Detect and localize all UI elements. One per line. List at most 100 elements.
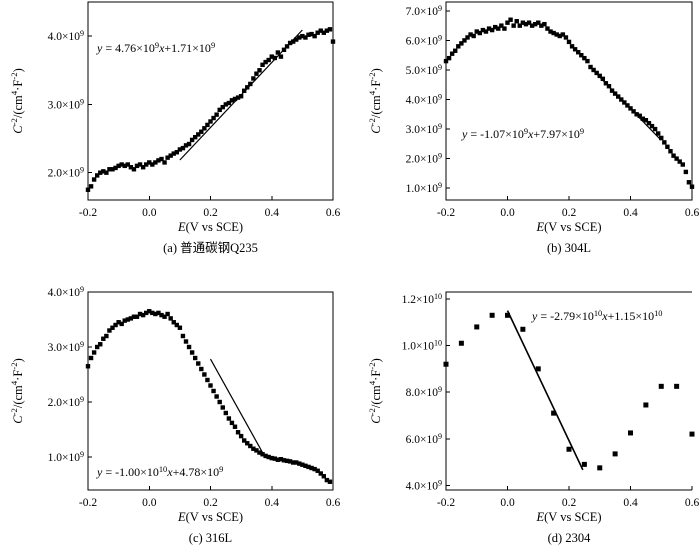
data-point [557,33,562,39]
data-point [156,158,161,163]
data-point [612,451,618,457]
y-tick-label: 3.0×109 [48,340,84,355]
data-point [536,20,541,25]
data-point [312,33,317,39]
data-point [327,479,333,484]
data-point [505,312,510,318]
data-point [658,383,664,389]
data-point [300,33,305,39]
data-point [134,314,140,319]
data-point [257,450,262,455]
data-point [318,28,323,33]
data-point [192,134,198,140]
data-point [101,336,106,341]
data-point [116,320,121,325]
fit-line [590,67,662,141]
data-point [514,19,519,24]
data-point [199,129,204,134]
data-point [196,361,201,366]
data-point [588,64,593,70]
data-point [174,322,180,328]
data-point [689,184,695,189]
data-point [223,410,229,416]
data-point [689,431,695,437]
data-point [303,463,308,468]
data-point [196,132,201,137]
data-point [186,141,192,147]
x-tick-label: 0.0 [142,497,157,509]
data-point [287,459,293,464]
data-point [468,32,473,37]
data-point [260,62,265,68]
data-point [85,187,91,192]
data-point [652,126,658,132]
data-point [245,441,250,446]
data-point [226,100,232,106]
data-point [477,30,483,36]
data-point [119,162,124,167]
fit-line [179,29,303,161]
data-point [499,23,504,28]
data-point [153,160,158,165]
data-point [223,102,229,107]
y-tick-label: 3.0×109 [406,122,442,137]
x-axis-label: E(V vs SCE) [177,220,243,234]
data-point [189,350,195,355]
data-point [563,35,569,40]
data-point [489,27,495,33]
data-point [226,416,232,421]
x-tick-label: 0.6 [685,497,700,509]
data-point [327,27,333,32]
data-point [321,30,327,35]
data-point [269,455,274,461]
data-point [104,333,109,339]
y-tick-label: 2.0×109 [48,165,84,180]
data-point [147,309,152,314]
data-point [459,41,464,46]
data-point [110,325,115,330]
y-tick-label: 4.0×109 [406,478,442,493]
data-point [116,163,121,169]
x-tick-label: 0.6 [685,207,700,219]
panel-caption: (c) 316L [189,531,232,545]
panel-caption: (b) 304L [547,241,591,255]
x-tick-label: 0.6 [326,207,341,219]
data-point [579,52,584,58]
y-tick-label: 4.0×109 [48,285,84,300]
data-point [502,26,507,31]
panel-c: -0.2 0.0 0.2 0.4 0.6 1.0×109 2.0×109 3.0×109 4.0… [9,285,340,546]
data-point [566,39,572,45]
data-point [281,458,287,463]
data-point [192,355,198,361]
y-axis-label: C-2/(cm4·F-2) [9,68,25,134]
data-point [306,32,311,37]
data-point [143,162,149,167]
y-axis-label: C-2/(cm4·F-2) [367,68,383,134]
data-point [674,383,680,389]
y-tick-label: 5.0×109 [406,62,442,77]
data-point [686,180,692,185]
x-tick-label: 0.2 [203,207,218,219]
y-tick-label: 1.0×109 [48,450,84,465]
data-point [532,21,538,27]
data-point [177,147,183,152]
data-point [272,456,278,461]
x-axis-label: E(V vs SCE) [177,510,243,524]
x-tick-label: 0.0 [500,207,515,219]
data-point [272,55,278,61]
data-point [85,364,91,369]
data-point [668,149,673,154]
data-point [245,85,250,90]
data-point [159,312,164,318]
data-point [137,311,143,317]
y-tick-label: 4.0×109 [406,92,442,107]
data-point [131,167,137,172]
data-point [659,135,664,141]
x-tick-label: 0.6 [326,497,341,509]
panel-a: -0.2 0.0 0.2 0.4 0.6 2.0×109 3.0×109 4.0×109 E(V… [9,1,341,255]
x-tick-label: 0.4 [265,497,280,509]
data-point [122,318,127,323]
data-point [520,20,526,25]
data-point [324,477,330,483]
